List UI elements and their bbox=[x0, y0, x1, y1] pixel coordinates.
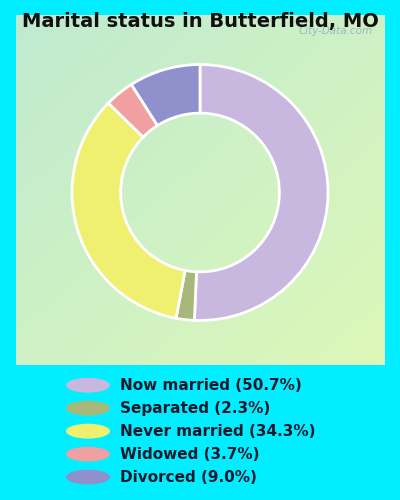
Wedge shape bbox=[194, 64, 328, 320]
Text: Divorced (9.0%): Divorced (9.0%) bbox=[120, 470, 257, 484]
Text: Never married (34.3%): Never married (34.3%) bbox=[120, 424, 316, 438]
Text: Marital status in Butterfield, MO: Marital status in Butterfield, MO bbox=[22, 12, 378, 32]
Text: Widowed (3.7%): Widowed (3.7%) bbox=[120, 446, 260, 462]
Text: Separated (2.3%): Separated (2.3%) bbox=[120, 400, 270, 415]
Circle shape bbox=[66, 401, 110, 415]
Wedge shape bbox=[176, 270, 196, 320]
Circle shape bbox=[66, 424, 110, 438]
Wedge shape bbox=[132, 64, 200, 126]
Wedge shape bbox=[72, 103, 185, 318]
Circle shape bbox=[66, 470, 110, 484]
Wedge shape bbox=[108, 84, 158, 137]
Circle shape bbox=[66, 378, 110, 392]
Text: City-Data.com: City-Data.com bbox=[299, 26, 373, 36]
Circle shape bbox=[66, 446, 110, 462]
Text: Now married (50.7%): Now married (50.7%) bbox=[120, 378, 302, 393]
